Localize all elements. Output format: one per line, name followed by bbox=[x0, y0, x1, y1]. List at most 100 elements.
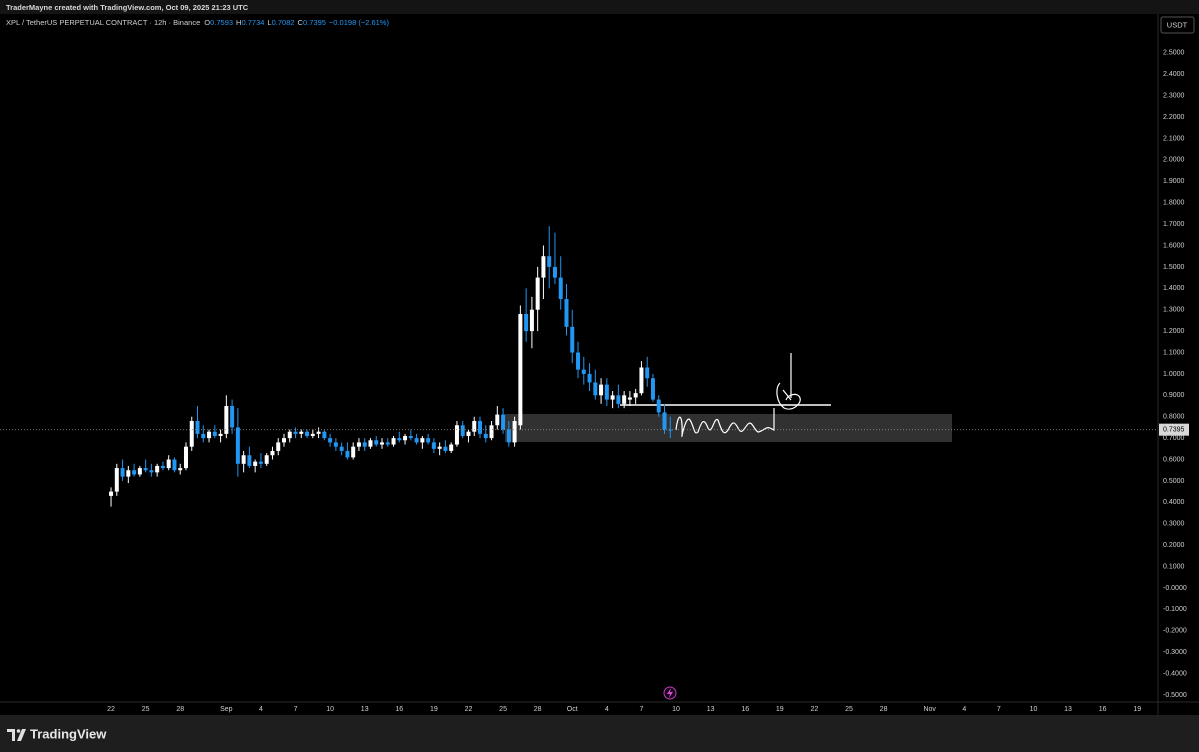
x-tick-label: 7 bbox=[639, 706, 643, 713]
y-tick-label: 0.7000 bbox=[1163, 435, 1185, 442]
currency-label: USDT bbox=[1167, 20, 1188, 29]
candle-body bbox=[201, 433, 206, 439]
candle-body bbox=[518, 313, 523, 426]
candle-body bbox=[616, 395, 621, 404]
y-tick-label: 1.3000 bbox=[1163, 307, 1185, 314]
y-tick-label: 2.1000 bbox=[1163, 135, 1185, 142]
symbol: XPL / TetherUS PERPETUAL CONTRACT · 12h … bbox=[6, 18, 200, 27]
y-tick-label: 0.6000 bbox=[1163, 456, 1185, 463]
x-tick-label: 7 bbox=[997, 706, 1001, 713]
candle-body bbox=[593, 382, 598, 396]
candle-body bbox=[212, 431, 217, 436]
y-tick-label: 1.7000 bbox=[1163, 221, 1185, 228]
candle-body bbox=[351, 446, 356, 458]
x-tick-label: 25 bbox=[142, 706, 150, 713]
x-tick-label: 28 bbox=[880, 706, 888, 713]
y-tick-label: 1.5000 bbox=[1163, 264, 1185, 271]
y-tick-label: 0.3000 bbox=[1163, 521, 1185, 528]
candle-body bbox=[183, 446, 188, 469]
candle-body bbox=[155, 465, 160, 473]
candle-body bbox=[299, 431, 304, 434]
candle-body bbox=[276, 442, 281, 451]
candle-body bbox=[126, 470, 131, 477]
event-icon-bolt bbox=[667, 688, 673, 698]
candle-body bbox=[374, 440, 379, 445]
y-tick-label: -0.0000 bbox=[1163, 585, 1187, 592]
y-tick-label: -0.3000 bbox=[1163, 649, 1187, 656]
candle-body bbox=[224, 406, 229, 434]
candle-body bbox=[316, 431, 321, 434]
currency-box[interactable] bbox=[1160, 16, 1195, 34]
candle-body bbox=[397, 438, 402, 441]
candle-body bbox=[178, 468, 183, 471]
header-bar bbox=[0, 0, 1199, 14]
x-tick-label: Sep bbox=[220, 706, 233, 713]
x-tick-label: 13 bbox=[1064, 706, 1072, 713]
squiggle-drawing bbox=[675, 408, 775, 437]
legend-value: 0.7734 bbox=[241, 18, 264, 27]
candle-body bbox=[264, 455, 269, 464]
x-tick-label: 13 bbox=[707, 706, 715, 713]
candle-body bbox=[109, 491, 114, 496]
candle-body bbox=[408, 435, 413, 439]
candle-body bbox=[599, 384, 604, 396]
footer-bar bbox=[0, 715, 1199, 752]
candle-body bbox=[195, 421, 200, 434]
candle-body bbox=[235, 427, 240, 464]
candle-body bbox=[258, 461, 263, 464]
candle-body bbox=[414, 438, 419, 443]
x-tick-label: 10 bbox=[672, 706, 680, 713]
x-tick-label: 16 bbox=[741, 706, 749, 713]
y-tick-label: 1.8000 bbox=[1163, 200, 1185, 207]
legend: XPL / TetherUS PERPETUAL CONTRACT · 12h … bbox=[6, 18, 389, 27]
candle-body bbox=[385, 442, 390, 445]
y-tick-label: 1.9000 bbox=[1163, 178, 1185, 185]
candle-body bbox=[581, 369, 586, 374]
candle-body bbox=[460, 425, 465, 436]
y-tick-label: 0.8000 bbox=[1163, 414, 1185, 421]
candle-body bbox=[535, 277, 540, 310]
x-tick-label: 4 bbox=[962, 706, 966, 713]
candle-body bbox=[281, 438, 286, 443]
x-tick-label: 22 bbox=[810, 706, 818, 713]
candle-body bbox=[645, 367, 650, 379]
candle-body bbox=[380, 442, 385, 445]
candle-body bbox=[166, 459, 171, 469]
candle-body bbox=[132, 470, 137, 475]
x-tick-label: 19 bbox=[1133, 706, 1141, 713]
x-tick-label: 13 bbox=[361, 706, 369, 713]
arrow-drawing bbox=[776, 353, 801, 410]
candle-body bbox=[501, 414, 506, 430]
y-tick-label: 1.1000 bbox=[1163, 349, 1185, 356]
x-tick-label: 22 bbox=[107, 706, 115, 713]
legend-key: H bbox=[236, 18, 241, 27]
candle-body bbox=[437, 446, 442, 449]
x-tick-label: 4 bbox=[259, 706, 263, 713]
x-tick-label: Oct bbox=[567, 706, 578, 713]
candle-body bbox=[120, 468, 125, 477]
candle-body bbox=[391, 438, 396, 445]
x-tick-label: 10 bbox=[326, 706, 334, 713]
last-price-label: 0.7395 bbox=[1163, 427, 1185, 434]
y-tick-label: 1.6000 bbox=[1163, 242, 1185, 249]
last-price-box bbox=[1159, 423, 1189, 436]
brand-logo-dot bbox=[16, 729, 21, 733]
x-tick-label: 19 bbox=[430, 706, 438, 713]
brand-logo bbox=[7, 729, 26, 741]
y-tick-label: 1.4000 bbox=[1163, 285, 1185, 292]
candle-body bbox=[328, 438, 333, 443]
y-tick-label: 0.2000 bbox=[1163, 542, 1185, 549]
candle-body bbox=[633, 393, 638, 398]
candle-body bbox=[356, 442, 361, 447]
candle-body bbox=[587, 373, 592, 383]
candle-body bbox=[489, 425, 494, 439]
candle-body bbox=[656, 399, 661, 413]
candle-body bbox=[207, 431, 212, 439]
candle-body bbox=[483, 433, 488, 439]
candle-body bbox=[576, 352, 581, 370]
x-tick-label: 28 bbox=[176, 706, 184, 713]
legend-change: −0.0198 (−2.61%) bbox=[329, 18, 390, 27]
candle-body bbox=[668, 429, 673, 431]
x-tick-label: 19 bbox=[776, 706, 784, 713]
